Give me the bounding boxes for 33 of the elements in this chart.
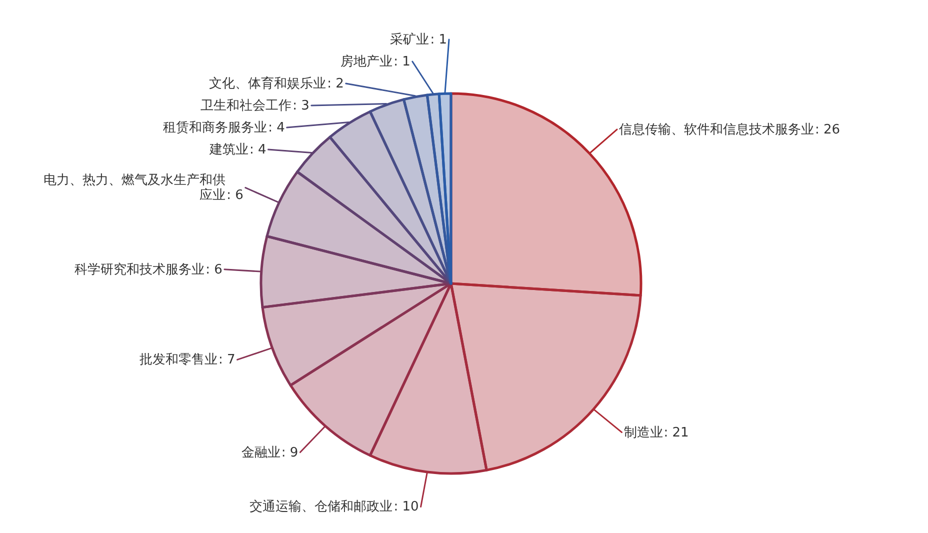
- pie-slice: [261, 282, 452, 387]
- pie-slice: [328, 110, 452, 285]
- slice-label: 文化、体育和娱乐业: [209, 76, 326, 92]
- data-label: : 6: [206, 262, 222, 278]
- data-label: : 1: [430, 32, 447, 48]
- data-label: : 4: [249, 142, 266, 158]
- slice-label: 交通运输、仓储和邮政业: [250, 498, 393, 515]
- slice-label: 建筑业: [208, 142, 248, 158]
- slice-label: 租赁和商务服务业: [163, 120, 268, 136]
- pie-slice: [296, 136, 452, 285]
- data-label: : 9: [281, 445, 298, 460]
- slice-label: 科学研究和技术服务业: [74, 262, 205, 278]
- slice-label: 金融业: [241, 445, 280, 460]
- slice-label: 采矿业: [390, 32, 430, 48]
- data-label: : 26: [815, 122, 840, 138]
- data-label: : 1: [394, 54, 410, 70]
- data-label: : 7: [218, 352, 236, 368]
- pie-slice: [266, 170, 452, 285]
- slice-label: 信息传输、软件和信息技术服务业: [619, 122, 814, 138]
- pie-slice: [260, 235, 452, 309]
- data-label: : 21: [664, 425, 689, 440]
- data-label: : 4: [268, 120, 285, 136]
- pie-slice: [368, 282, 488, 474]
- slice-label: 房地产业: [340, 54, 393, 70]
- data-label: : 2: [327, 76, 344, 92]
- data-label: : 6: [226, 188, 244, 204]
- slice-label: 批发和零售业: [140, 352, 218, 368]
- slice-label: 制造业: [624, 425, 663, 440]
- slice-label: 卫生和社会工作: [200, 98, 292, 114]
- data-label: : 10: [394, 500, 419, 515]
- pie-slice: [289, 282, 452, 457]
- slice-label: 电力、热力、燃气及水生产和供应业: [44, 173, 226, 204]
- data-label: : 3: [292, 98, 310, 114]
